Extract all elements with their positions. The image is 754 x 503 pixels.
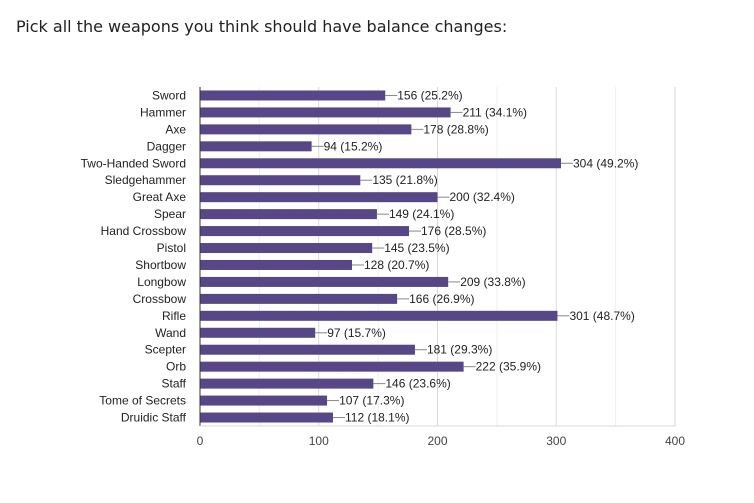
category-label: Sword — [152, 88, 186, 102]
category-label: Spear — [154, 207, 186, 221]
category-label: Tome of Secrets — [99, 394, 186, 408]
data-label: 135 (21.8%) — [372, 173, 437, 187]
category-label: Dagger — [147, 139, 186, 153]
category-label: Sledgehammer — [105, 173, 186, 187]
bars — [200, 90, 573, 423]
bar-tome-of-secrets — [200, 395, 328, 406]
data-label: 156 (25.2%) — [397, 88, 462, 102]
bar-crossbow — [200, 293, 398, 304]
bar-two-handed-sword — [200, 158, 561, 169]
bar-sword — [200, 90, 386, 101]
data-label: 107 (17.3%) — [339, 394, 404, 408]
data-label: 181 (29.3%) — [427, 343, 492, 357]
data-label: 178 (28.8%) — [423, 122, 488, 136]
bar-longbow — [200, 276, 449, 287]
data-label: 149 (24.1%) — [389, 207, 454, 221]
data-label: 145 (23.5%) — [384, 241, 449, 255]
data-label: 128 (20.7%) — [364, 258, 429, 272]
data-label: 200 (32.4%) — [450, 190, 515, 204]
category-label: Rifle — [162, 309, 186, 323]
bar-scepter — [200, 344, 415, 355]
data-label: 94 (15.2%) — [324, 139, 383, 153]
category-label: Druidic Staff — [121, 411, 187, 425]
x-tick-label: 200 — [427, 434, 447, 448]
bar-druidic-staff — [200, 412, 333, 423]
category-label: Staff — [162, 377, 187, 391]
axes — [199, 87, 675, 427]
data-label: 112 (18.1%) — [345, 411, 409, 425]
bar-hammer — [200, 107, 451, 118]
x-tick-label: 400 — [665, 434, 685, 448]
data-label: 211 (34.1%) — [463, 105, 527, 119]
data-label: 166 (26.9%) — [409, 292, 474, 306]
bar-dagger — [200, 141, 312, 152]
data-label: 222 (35.9%) — [476, 360, 541, 374]
category-label: Longbow — [137, 275, 186, 289]
bar-shortbow — [200, 259, 352, 270]
labels: 156 (25.2%) Sword 211 (34.1%) Hammer 178 (28… — [81, 88, 686, 448]
bar-sledgehammer — [200, 175, 361, 186]
category-label: Shortbow — [135, 258, 186, 272]
bar-axe — [200, 124, 412, 135]
category-label: Wand — [155, 326, 186, 340]
bar-orb — [200, 361, 464, 372]
category-label: Pistol — [157, 241, 186, 255]
category-label: Crossbow — [133, 292, 187, 306]
category-label: Great Axe — [133, 190, 187, 204]
x-tick-label: 100 — [309, 434, 329, 448]
grid-lines — [199, 87, 676, 426]
category-label: Orb — [166, 360, 186, 374]
category-label: Hammer — [140, 105, 186, 119]
bar-pistol — [200, 243, 373, 254]
category-label: Two-Handed Sword — [81, 156, 186, 170]
bar-great-axe — [200, 192, 438, 203]
category-label: Scepter — [145, 343, 186, 357]
bar-wand — [200, 327, 316, 338]
bar-rifle — [200, 310, 558, 321]
data-label: 176 (28.5%) — [421, 224, 486, 238]
category-label: Axe — [165, 122, 186, 136]
x-tick-label: 300 — [546, 434, 566, 448]
bar-staff — [200, 378, 374, 389]
bar-spear — [200, 209, 377, 220]
data-label: 97 (15.7%) — [327, 326, 386, 340]
data-label: 209 (33.8%) — [460, 275, 525, 289]
data-label: 301 (48.7%) — [569, 309, 634, 323]
data-label: 146 (23.6%) — [385, 377, 450, 391]
question-title: Pick all the weapons you think should ha… — [16, 17, 508, 36]
data-label: 304 (49.2%) — [573, 156, 638, 170]
bar-hand-crossbow — [200, 226, 409, 237]
category-label: Hand Crossbow — [101, 224, 187, 238]
x-tick-label: 0 — [197, 434, 204, 448]
